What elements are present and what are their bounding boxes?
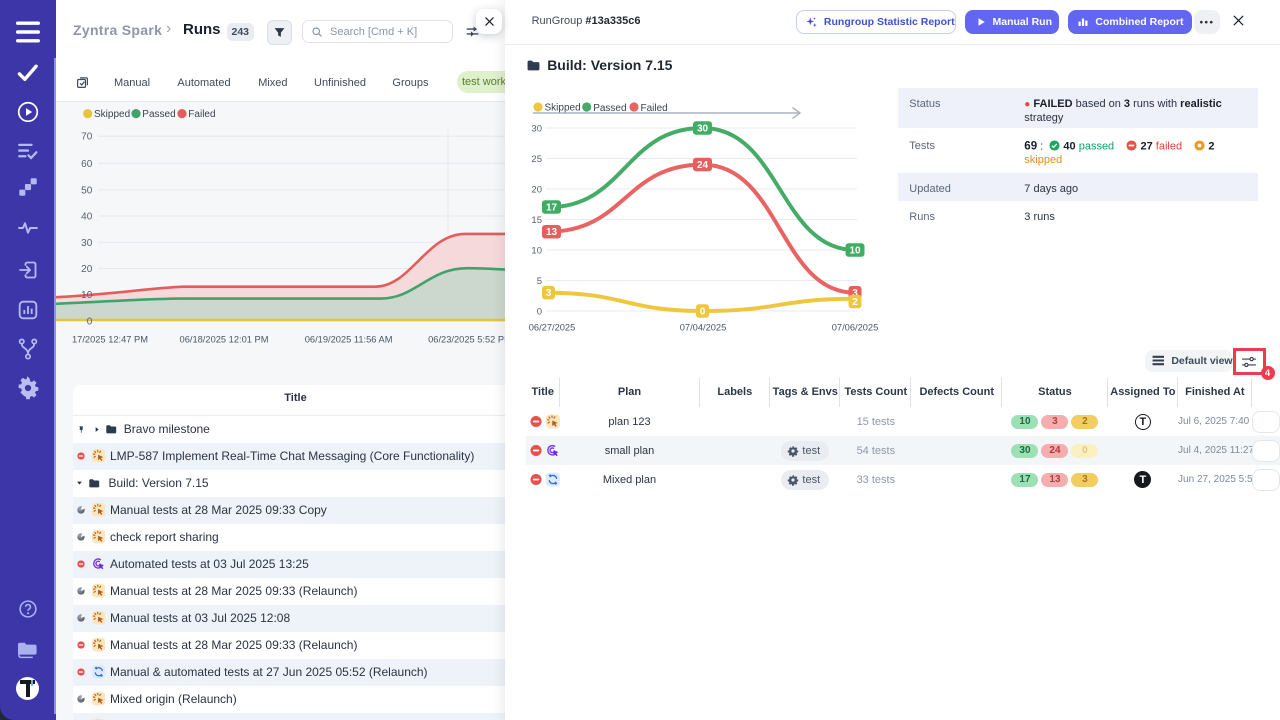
svg-text:Skipped: Skipped: [94, 109, 130, 120]
svg-text:30: 30: [531, 123, 542, 134]
svg-text:15: 15: [531, 215, 542, 226]
svg-text:13: 13: [546, 227, 558, 238]
svg-text:3: 3: [546, 288, 552, 299]
svg-text:2: 2: [852, 297, 858, 308]
svg-text:06/23/2025 5:52 PM: 06/23/2025 5:52 PM: [428, 335, 512, 345]
svg-text:5: 5: [537, 276, 542, 287]
svg-text:07/04/2025: 07/04/2025: [680, 322, 727, 332]
svg-text:60: 60: [81, 159, 93, 170]
svg-text:Failed: Failed: [188, 109, 215, 120]
svg-text:0: 0: [700, 306, 706, 317]
svg-text:40: 40: [81, 212, 93, 223]
svg-text:10: 10: [849, 245, 861, 256]
svg-text:20: 20: [81, 264, 93, 275]
svg-text:50: 50: [81, 185, 93, 196]
svg-text:10: 10: [81, 290, 93, 301]
svg-text:0: 0: [537, 306, 542, 317]
svg-text:70: 70: [81, 132, 93, 143]
svg-text:17/2025 12:47 PM: 17/2025 12:47 PM: [72, 335, 148, 345]
svg-text:24: 24: [697, 160, 709, 171]
svg-text:06/18/2025 12:01 PM: 06/18/2025 12:01 PM: [180, 335, 269, 345]
svg-text:Passed: Passed: [593, 103, 626, 114]
svg-text:Passed: Passed: [142, 109, 175, 120]
svg-text:3: 3: [852, 288, 858, 299]
svg-text:06/19/2025 11:56 AM: 06/19/2025 11:56 AM: [305, 335, 393, 345]
svg-text:25: 25: [531, 154, 542, 165]
svg-text:06/27/2025: 06/27/2025: [529, 322, 576, 332]
svg-text:30: 30: [81, 238, 93, 249]
svg-text:Failed: Failed: [641, 103, 668, 114]
svg-text:Skipped: Skipped: [545, 103, 581, 114]
svg-text:0: 0: [87, 317, 93, 328]
svg-text:17: 17: [546, 203, 558, 214]
svg-text:07/06/2025: 07/06/2025: [832, 322, 879, 332]
svg-text:10: 10: [531, 245, 542, 256]
svg-text:20: 20: [531, 184, 542, 195]
svg-text:30: 30: [697, 123, 709, 134]
